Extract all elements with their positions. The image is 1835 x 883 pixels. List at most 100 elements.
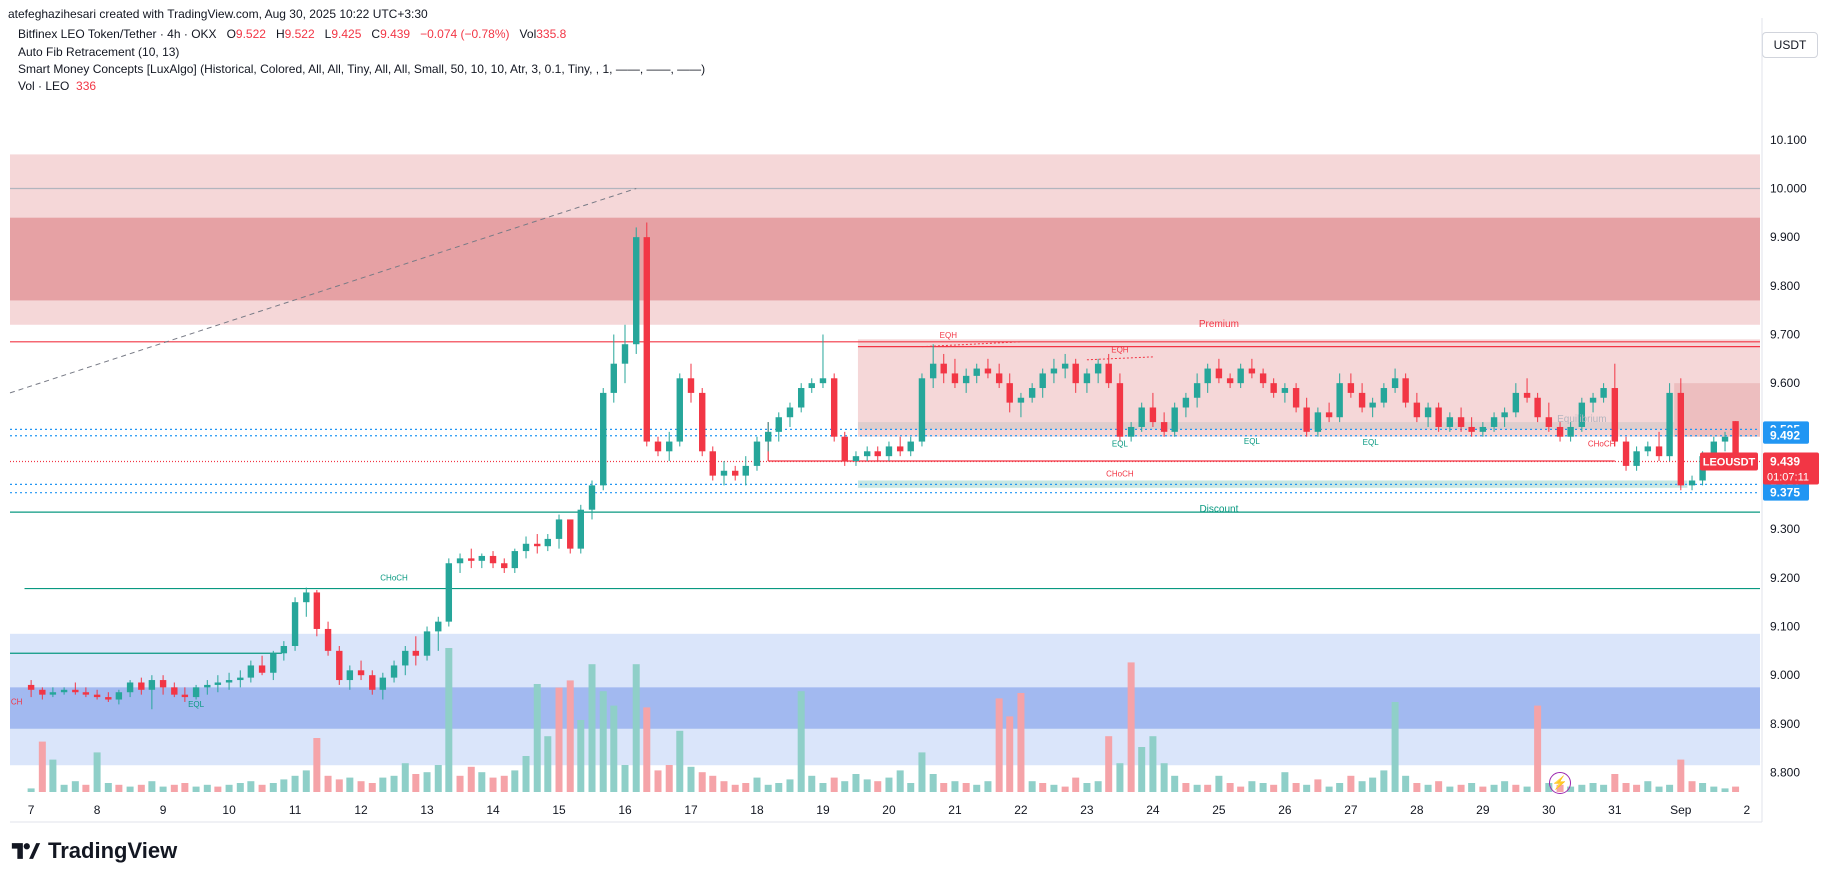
volume-bar — [1655, 786, 1663, 792]
volume-bar — [885, 777, 893, 792]
candle-down — [1534, 397, 1541, 418]
candle-up — [633, 237, 640, 345]
volume-bar — [1468, 783, 1476, 792]
volume-bar — [1039, 783, 1047, 792]
candle-up — [1127, 426, 1135, 437]
volume-bar — [1347, 775, 1355, 792]
open-label: O — [226, 27, 236, 41]
candle-up — [1512, 392, 1520, 413]
candle-up — [621, 344, 629, 364]
lightning-icon[interactable]: ⚡ — [1549, 772, 1571, 794]
candle-down — [1105, 363, 1112, 384]
x-tick-label: 25 — [1212, 803, 1226, 817]
x-tick-label: 15 — [552, 803, 566, 817]
volume-bar — [1237, 786, 1245, 792]
volume-bar — [940, 783, 948, 792]
volume-bar — [1303, 784, 1311, 792]
indicator-volume[interactable]: Vol · LEO 336 — [18, 79, 96, 93]
volume-bar — [60, 784, 68, 792]
candle-up — [1479, 426, 1487, 432]
candle-down — [138, 682, 145, 690]
candle-up — [666, 441, 673, 452]
candle-up — [1369, 402, 1376, 408]
volume-bar — [148, 781, 156, 792]
symbol-name[interactable]: Bitfinex LEO Token/Tether · 4h · OKX — [18, 27, 217, 41]
vol-indicator-value: 336 — [76, 79, 97, 93]
annotation-label: CHoCH — [1588, 439, 1616, 448]
volume-bar — [324, 775, 332, 792]
candle-up — [1567, 426, 1574, 437]
x-tick-label: Sep — [1670, 803, 1692, 817]
candle-down — [1556, 426, 1564, 437]
volume-bar — [1666, 784, 1674, 792]
high-value: 9.522 — [284, 27, 315, 41]
volume-bar — [71, 781, 79, 792]
volume-bar — [302, 770, 310, 792]
indicator-fib[interactable]: Auto Fib Retracement (10, 13) — [18, 45, 180, 59]
x-tick-label: 8 — [94, 803, 101, 817]
symbol-tag-label: LEOUSDT — [1703, 457, 1756, 469]
supply-zone-inner — [10, 217, 1760, 301]
candle-up — [544, 538, 552, 547]
candle-up — [610, 363, 617, 393]
eqh-link — [1086, 356, 1153, 361]
candle-up — [214, 682, 222, 685]
annotation-label: CHoCH — [1106, 470, 1134, 479]
volume-bar — [621, 765, 629, 792]
candle-up — [1028, 388, 1036, 398]
volume-bar — [786, 779, 794, 792]
volume-bar — [1622, 783, 1630, 792]
volume-bar — [236, 783, 244, 792]
annotation-label: EQL — [1244, 437, 1261, 446]
candle-down — [1413, 402, 1421, 418]
candle-up — [379, 677, 387, 690]
candle-up — [60, 689, 68, 693]
volume-bar — [1226, 783, 1234, 792]
volume-bar — [665, 765, 673, 792]
candle-down — [1226, 378, 1234, 384]
indicator-smc[interactable]: Smart Money Concepts [LuxAlgo] (Historic… — [18, 62, 706, 76]
volume-bar — [720, 781, 728, 792]
candle-up — [1083, 373, 1091, 384]
volume-bar — [126, 786, 134, 792]
volume-bar — [687, 766, 695, 792]
tradingview-logo-icon — [11, 843, 41, 859]
volume-bar — [742, 783, 750, 792]
volume-bar — [588, 664, 596, 792]
symbol-legend-row[interactable]: Bitfinex LEO Token/Tether · 4h · OKX O 9.… — [18, 27, 566, 41]
volume-bar — [1413, 783, 1421, 792]
volume-bar — [1127, 662, 1135, 792]
candle-up — [929, 363, 937, 379]
volume-bar — [522, 756, 530, 792]
tradingview-brand: TradingView — [10, 838, 177, 864]
candle-up — [600, 392, 607, 486]
candle-up — [148, 680, 156, 690]
volume-bar — [1248, 781, 1256, 792]
volume-bar — [1138, 747, 1146, 792]
volume-bar — [313, 738, 321, 792]
volume-bar — [1314, 779, 1322, 792]
candle-down — [39, 689, 46, 695]
volume-bar — [423, 772, 431, 792]
candle-up — [765, 431, 772, 442]
candle-up — [1644, 446, 1652, 452]
annotation-label: EQH — [940, 331, 958, 340]
y-tick-label: 9.000 — [1770, 668, 1800, 682]
volume-bar — [478, 772, 486, 792]
candle-up — [1578, 402, 1586, 427]
volume-bar — [610, 705, 618, 792]
x-tick-label: 26 — [1278, 803, 1292, 817]
candle-down — [1457, 417, 1465, 427]
candle-down — [984, 368, 992, 374]
candle-down — [159, 680, 167, 688]
volume-bar — [863, 779, 871, 792]
currency-button[interactable]: USDT — [1762, 32, 1818, 58]
candle-down — [1248, 368, 1256, 374]
chart-credit: atefeghazihesari created with TradingVie… — [8, 7, 428, 21]
last-price-tag — [1763, 452, 1819, 485]
volume-bar — [731, 784, 739, 792]
brand-name: TradingView — [48, 838, 178, 863]
volume-bar — [1633, 784, 1641, 792]
volume-bar — [1358, 781, 1366, 792]
